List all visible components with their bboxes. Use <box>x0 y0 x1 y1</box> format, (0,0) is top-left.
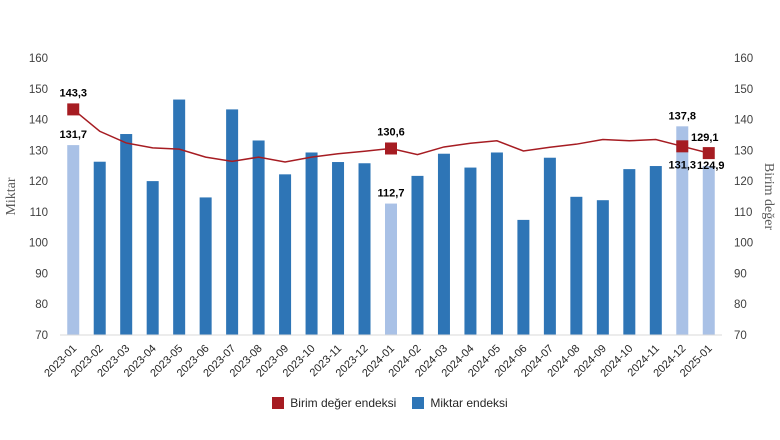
y-tick-left: 100 <box>29 238 48 250</box>
marker-2024-01 <box>385 142 397 155</box>
bar-data-label-2024-01: 112,7 <box>378 188 405 200</box>
bar-2024-02 <box>411 175 424 335</box>
legend-swatch-unit-value <box>272 397 285 409</box>
y-tick-right: 110 <box>734 207 752 219</box>
line-data-label-2023-01: 143,3 <box>59 87 87 99</box>
y-tick-left: 70 <box>35 330 48 342</box>
marker-2023-01 <box>67 103 80 116</box>
y-tick-left: 120 <box>29 176 48 188</box>
bar-2024-12 <box>676 126 689 336</box>
y-tick-right: 80 <box>734 299 747 311</box>
bar-2023-02 <box>93 161 106 335</box>
bar-2024-06 <box>517 219 530 335</box>
bar-2023-04 <box>146 181 159 335</box>
line-data-label-2024-01: 130,6 <box>377 126 405 138</box>
bar-data-label-2023-01: 131,7 <box>59 129 87 141</box>
bar-2023-12 <box>358 163 371 335</box>
bar-2023-08 <box>252 140 265 335</box>
y-tick-left: 140 <box>29 115 48 127</box>
y-tick-right: 120 <box>734 176 753 188</box>
y-tick-right: 70 <box>734 330 747 342</box>
y-tick-left: 90 <box>35 268 48 280</box>
bar-2023-05 <box>173 99 186 335</box>
y-tick-left: 80 <box>35 299 48 311</box>
y-tick-right: 100 <box>734 238 753 250</box>
bar-2023-07 <box>226 109 239 335</box>
bar-2024-10 <box>623 169 636 335</box>
marker-2024-12 <box>676 140 689 153</box>
bar-2024-08 <box>570 196 583 335</box>
bar-2024-09 <box>596 200 609 335</box>
bar-2024-07 <box>543 157 556 335</box>
legend-swatch-quantity <box>412 397 425 409</box>
y-axis-title-left: Miktar <box>4 177 19 215</box>
y-tick-right: 150 <box>734 84 753 96</box>
bar-2023-09 <box>279 174 292 335</box>
y-tick-left: 160 <box>29 53 48 65</box>
bar-2023-10 <box>305 152 318 335</box>
legend-item-quantity: Miktar endeksi <box>412 396 508 410</box>
y-tick-right: 90 <box>734 268 747 280</box>
bar-data-label-2024-12: 137,8 <box>669 110 697 122</box>
bar-data-label-2025-01: 124,9 <box>697 160 725 172</box>
legend-item-unit-value: Birim değer endeksi <box>272 396 396 410</box>
bar-2023-03 <box>120 134 133 335</box>
legend-label-quantity: Miktar endeksi <box>430 396 508 410</box>
bar-2025-01 <box>702 166 715 335</box>
y-tick-right: 130 <box>734 145 753 157</box>
bar-2024-01 <box>385 203 397 335</box>
y-tick-right: 160 <box>734 53 753 65</box>
bar-2024-05 <box>490 152 503 335</box>
y-tick-left: 110 <box>30 207 48 219</box>
legend-label-unit-value: Birim değer endeksi <box>290 396 397 410</box>
bar-2024-11 <box>649 166 662 335</box>
combo-chart: 70 70 80 80 90 90 100 100 110 110 120 120 130 130 140 1… <box>4 53 776 380</box>
y-tick-left: 130 <box>29 145 48 157</box>
marker-2025-01 <box>702 147 715 160</box>
bar-2024-03 <box>437 153 450 335</box>
bar-2024-04 <box>464 167 477 335</box>
bar-2023-11 <box>332 162 345 335</box>
line-data-label-2024-12: 131,3 <box>669 159 697 171</box>
bar-2023-06 <box>199 197 212 335</box>
y-axis-title-right: Birim değer <box>761 163 776 231</box>
y-tick-left: 150 <box>29 84 48 96</box>
legend: Birim değer endeksi Miktar endeksi <box>0 396 780 410</box>
y-tick-right: 140 <box>734 115 753 127</box>
bar-2023-01 <box>67 145 80 335</box>
line-data-label-2025-01: 129,1 <box>691 132 719 144</box>
